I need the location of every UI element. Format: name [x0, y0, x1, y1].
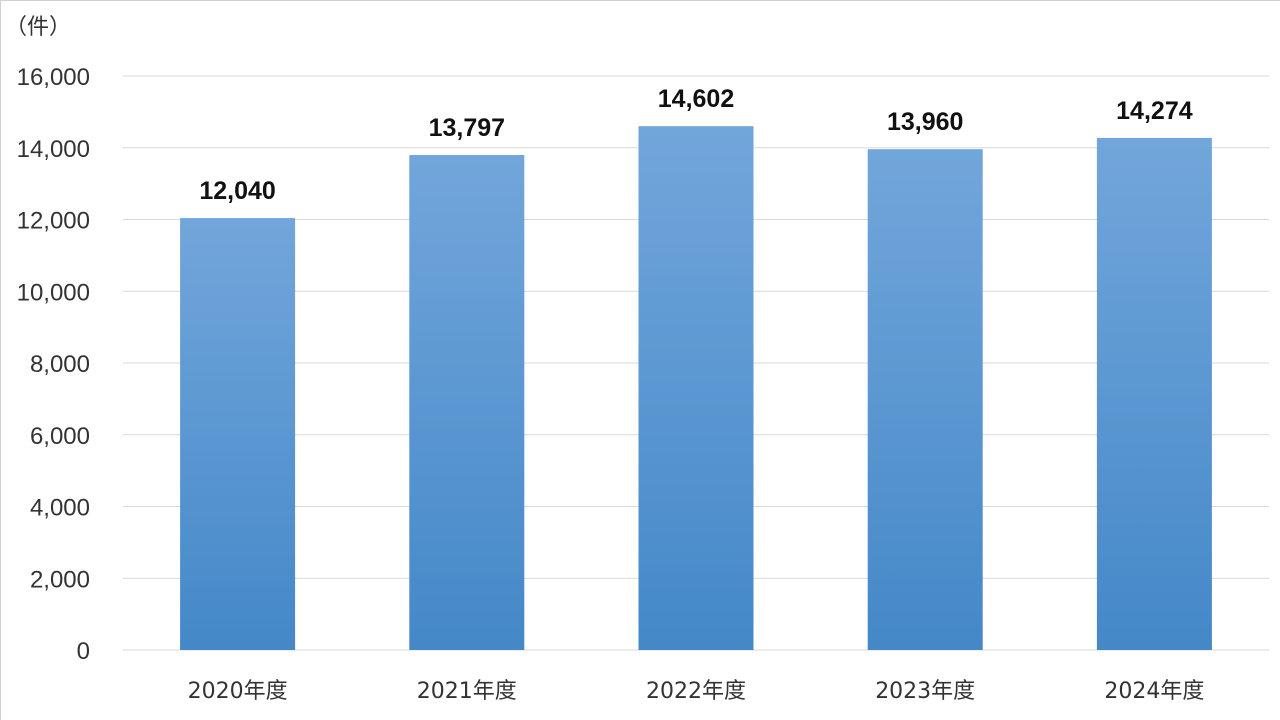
y-tick-label: 4,000 — [30, 495, 90, 522]
y-tick-label: 14,000 — [17, 136, 90, 163]
bar-2021年度 — [409, 155, 525, 650]
x-category-label: 2020年度 — [188, 679, 288, 704]
y-unit-label: （件） — [5, 15, 72, 40]
bar-2020年度 — [180, 218, 296, 650]
y-tick-label: 0 — [77, 638, 90, 665]
bar-2022年度 — [638, 126, 754, 650]
data-labels: 12,040 13,797 14,602 13,960 14,274 — [199, 85, 1192, 205]
data-label: 14,602 — [658, 85, 734, 113]
x-axis-categories: 2020年度 2021年度 2022年度 2023年度 2024年度 — [188, 679, 1205, 704]
x-category-label: 2024年度 — [1104, 679, 1204, 704]
y-tick-label: 16,000 — [17, 64, 90, 91]
y-tick-label: 6,000 — [30, 423, 90, 450]
data-label: 12,040 — [199, 177, 275, 205]
y-tick-label: 12,000 — [17, 208, 90, 235]
bar-2024年度 — [1096, 137, 1212, 650]
x-category-label: 2023年度 — [875, 679, 975, 704]
y-tick-label: 2,000 — [30, 566, 90, 593]
x-category-label: 2021年度 — [417, 679, 517, 704]
y-tick-label: 10,000 — [17, 279, 90, 306]
bar-2023年度 — [867, 149, 983, 650]
data-label: 13,960 — [887, 108, 963, 136]
x-category-label: 2022年度 — [646, 679, 746, 704]
data-label: 14,274 — [1116, 97, 1193, 125]
y-axis-ticks: 0 2,000 4,000 6,000 8,000 10,000 12,000 14,000 1… — [17, 64, 90, 665]
data-label: 13,797 — [429, 114, 505, 142]
y-tick-label: 8,000 — [30, 351, 90, 378]
bars — [180, 126, 1212, 650]
